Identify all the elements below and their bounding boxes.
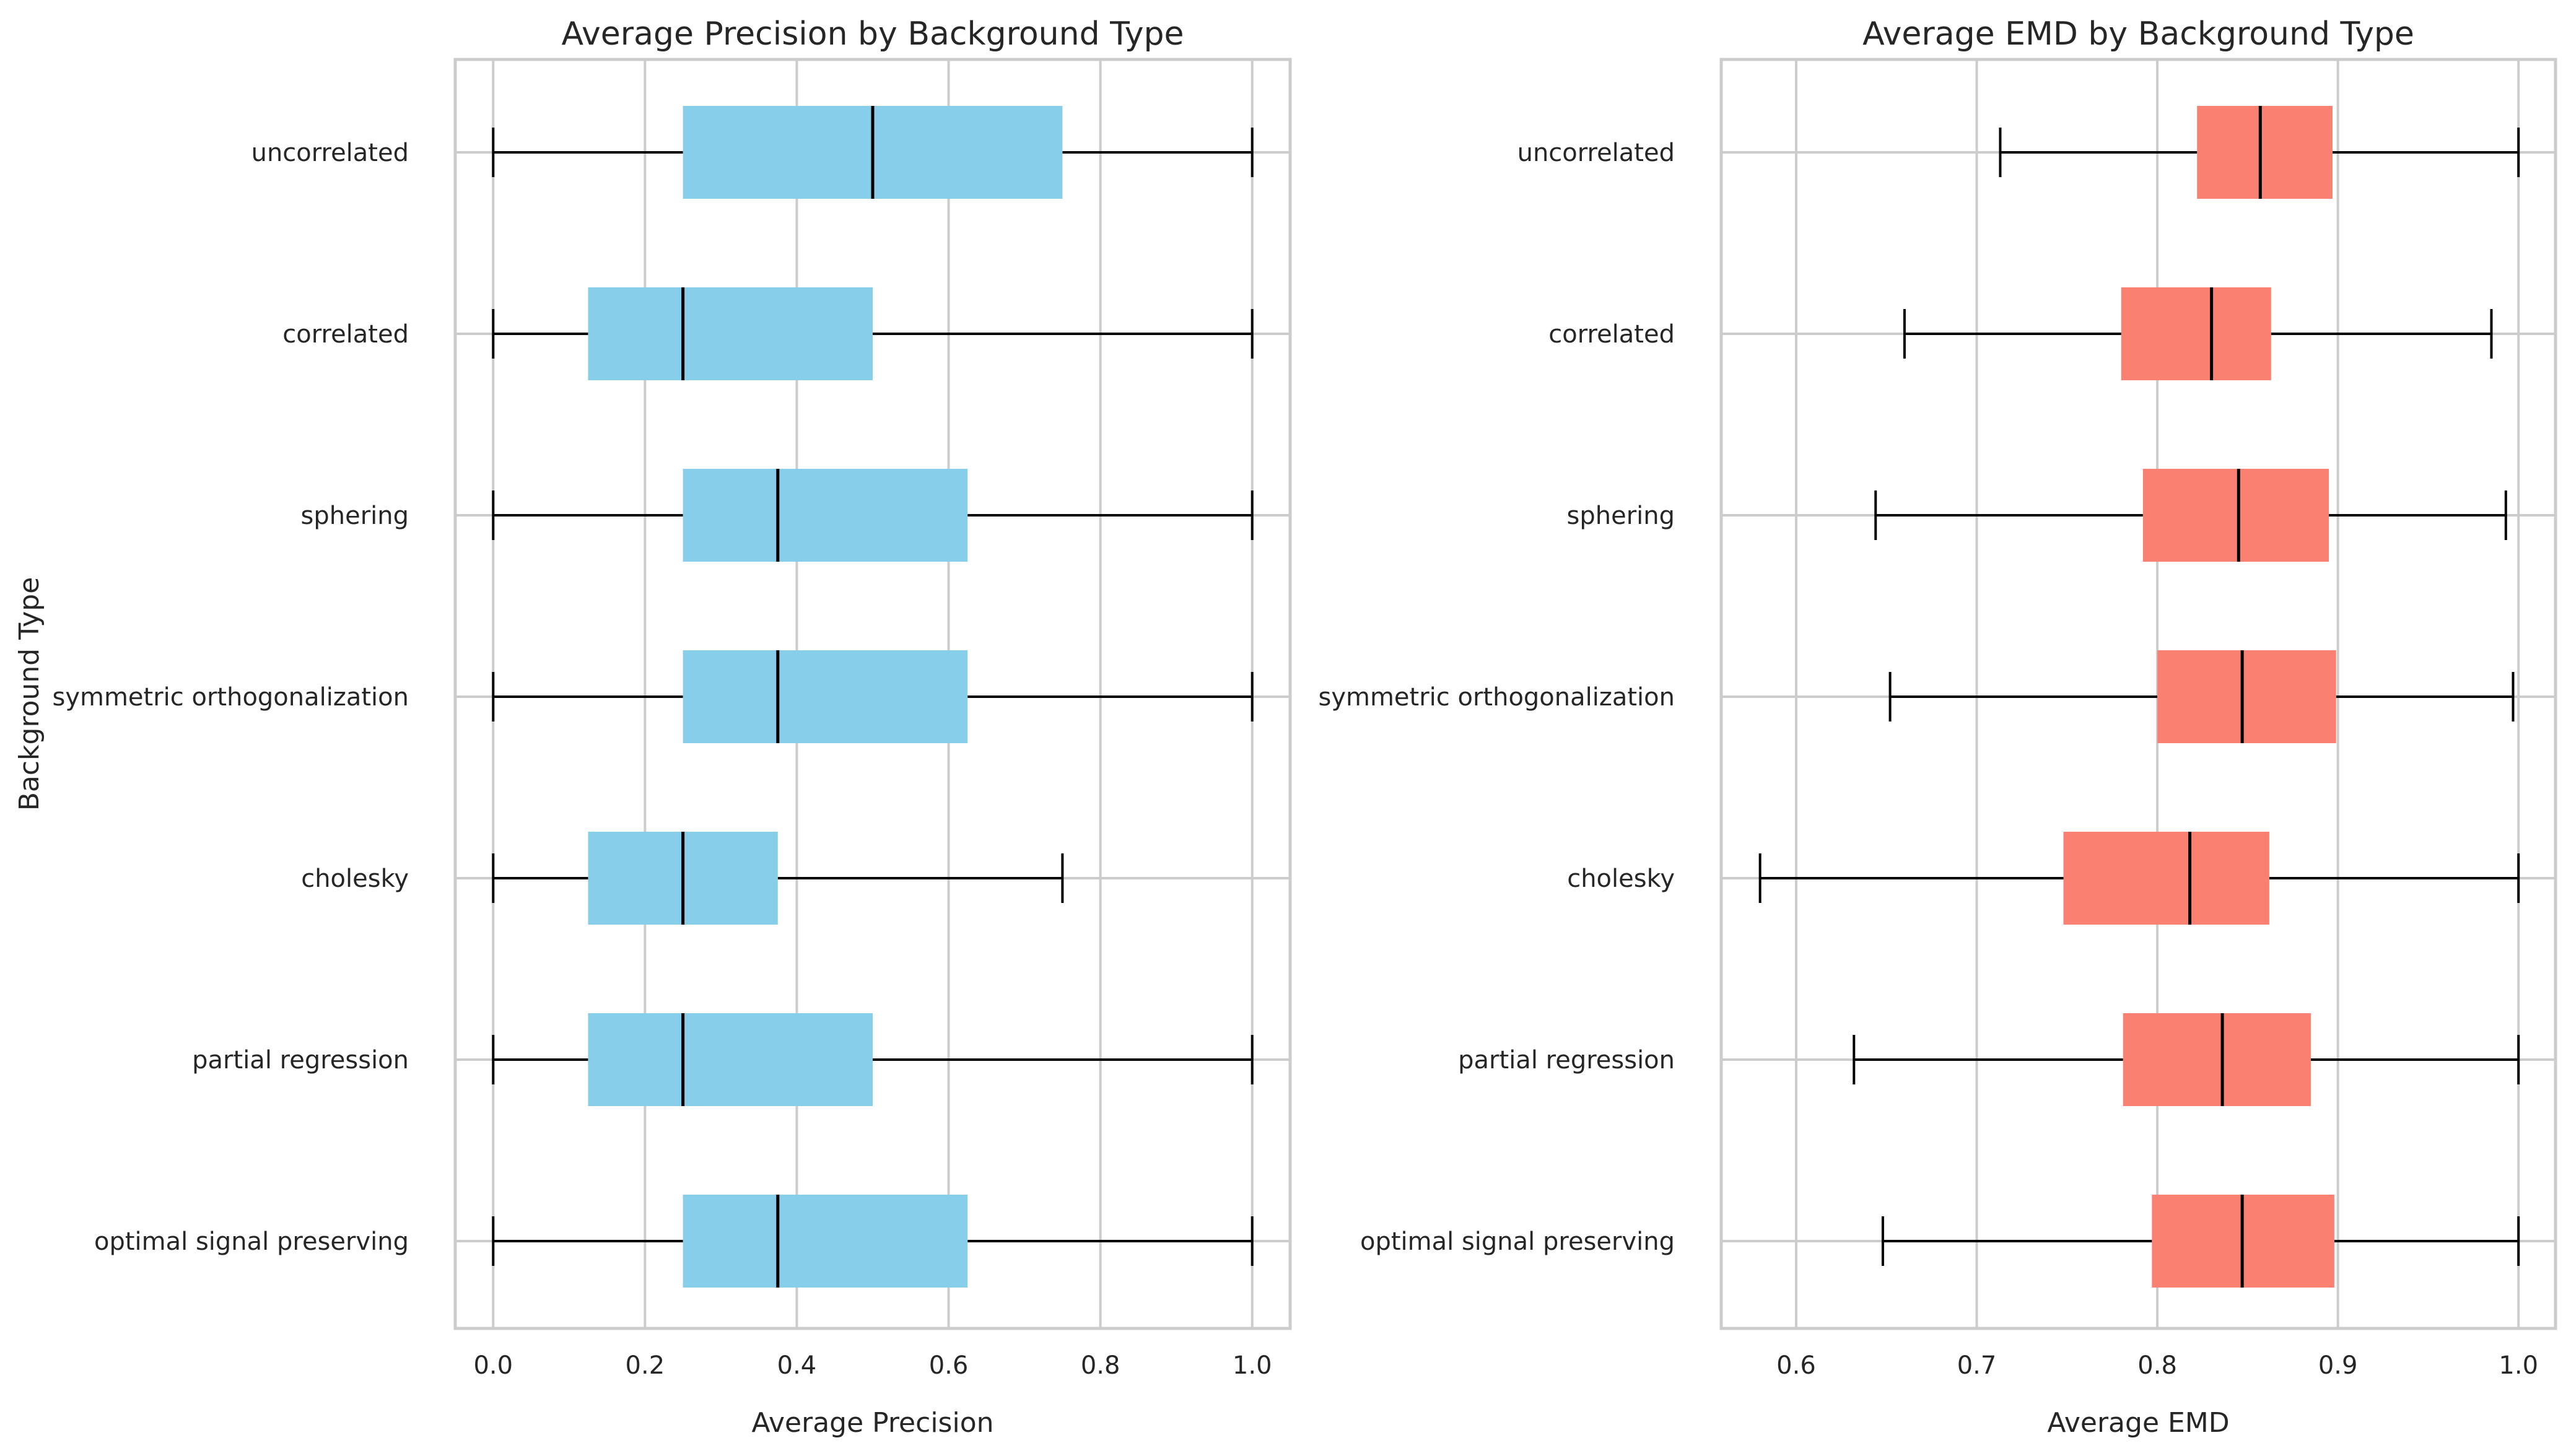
- emd-x-tick-label: 1.0: [2499, 1351, 2538, 1380]
- precision-box: [683, 469, 968, 562]
- precision-box: [683, 1195, 968, 1288]
- precision-category-label: partial regression: [192, 1046, 409, 1075]
- precision-y-axis-label: Background Type: [14, 577, 45, 811]
- emd-box: [2142, 469, 2329, 562]
- emd-box: [2121, 287, 2271, 380]
- emd-x-tick-label: 0.9: [2318, 1351, 2358, 1380]
- emd-panel: uncorrelated correlated sphering symmetric …: [1318, 15, 2557, 1439]
- precision-box: [588, 287, 873, 380]
- precision-chart-title: Average Precision by Background Type: [561, 15, 1184, 53]
- precision-x-tick-label: 0.2: [626, 1351, 665, 1380]
- precision-x-axis-label: Average Precision: [752, 1407, 994, 1439]
- precision-x-tick-label: 0.4: [777, 1351, 817, 1380]
- emd-axes-frame: [1719, 58, 2557, 1330]
- emd-x-tick-label: 0.6: [1776, 1351, 1816, 1380]
- emd-box: [2063, 832, 2269, 925]
- emd-x-tick-label: 0.7: [1957, 1351, 1997, 1380]
- precision-category-label: sphering: [301, 502, 409, 530]
- precision-category-label: correlated: [282, 320, 409, 349]
- emd-category-label: optimal signal preserving: [1360, 1227, 1675, 1256]
- precision-category-label: optimal signal preserving: [94, 1227, 409, 1256]
- emd-category-label: correlated: [1548, 320, 1675, 349]
- emd-x-tick-label: 0.8: [2137, 1351, 2177, 1380]
- emd-category-label: symmetric orthogonalization: [1318, 683, 1675, 712]
- emd-x-axis-label: Average EMD: [2047, 1407, 2229, 1439]
- precision-category-label: uncorrelated: [251, 139, 409, 167]
- precision-x-tick-label: 0.8: [1081, 1351, 1120, 1380]
- precision-axes-frame: [453, 58, 1292, 1330]
- emd-box: [2123, 1013, 2311, 1106]
- precision-category-label: symmetric orthogonalization: [52, 683, 409, 712]
- emd-category-label: sphering: [1567, 502, 1675, 530]
- emd-category-label: partial regression: [1458, 1046, 1675, 1075]
- emd-chart-title: Average EMD by Background Type: [1862, 15, 2414, 53]
- precision-box: [683, 650, 968, 743]
- precision-category-label: cholesky: [301, 865, 409, 893]
- precision-x-tick-label: 0.0: [473, 1351, 513, 1380]
- emd-box: [2197, 106, 2333, 199]
- emd-category-label: cholesky: [1567, 865, 1675, 893]
- emd-category-label: uncorrelated: [1517, 139, 1675, 167]
- precision-panel: uncorrelated correlated sphering symmetric …: [14, 15, 1292, 1439]
- precision-x-tick-label: 1.0: [1233, 1351, 1272, 1380]
- precision-box: [588, 1013, 873, 1106]
- emd-box: [2157, 650, 2336, 743]
- precision-x-tick-label: 0.6: [929, 1351, 969, 1380]
